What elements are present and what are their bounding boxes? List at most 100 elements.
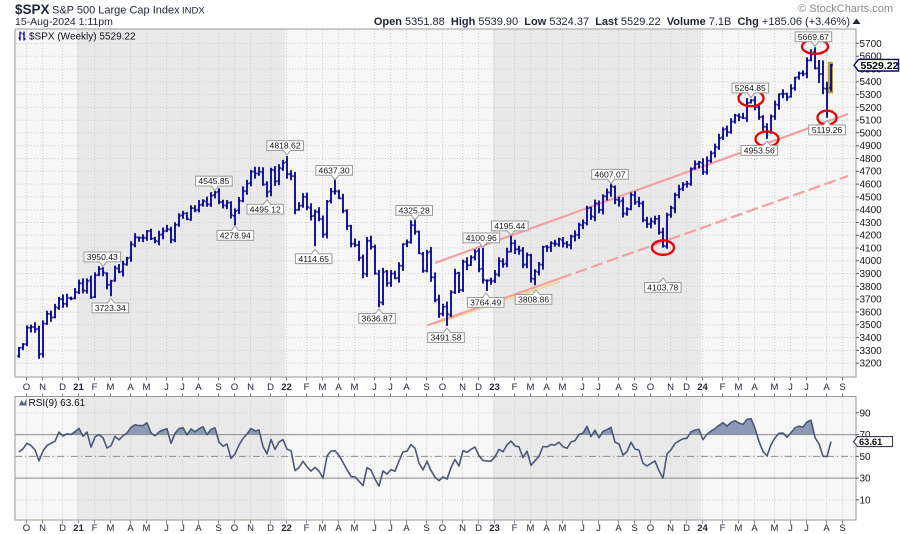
svg-text:4818.62: 4818.62 [270,141,301,151]
svg-text:5600: 5600 [860,52,883,63]
svg-text:23: 23 [489,382,500,393]
svg-text:30: 30 [860,474,872,485]
svg-text:4195.44: 4195.44 [494,221,525,231]
svg-text:O: O [231,382,238,393]
svg-text:4900: 4900 [860,141,883,152]
svg-text:70: 70 [860,430,872,441]
svg-text:M: M [735,523,743,534]
svg-text:A: A [403,382,410,393]
svg-text:5300: 5300 [860,90,883,101]
svg-text:J: J [788,523,793,534]
svg-text:J: J [372,523,377,534]
svg-text:3491.58: 3491.58 [430,333,461,343]
svg-text:J: J [596,382,601,393]
svg-text:3808.86: 3808.86 [518,295,549,305]
svg-text:F: F [512,382,518,393]
svg-text:A: A [195,523,202,534]
svg-text:4953.56: 4953.56 [744,146,775,156]
svg-text:F: F [92,382,98,393]
svg-text:3200: 3200 [860,359,883,370]
svg-text:A: A [615,523,622,534]
svg-text:S: S [423,382,429,393]
svg-text:J: J [788,382,793,393]
svg-text:F: F [92,523,98,534]
svg-text:3700: 3700 [860,295,883,306]
svg-text:M: M [351,382,359,393]
svg-text:3636.87: 3636.87 [362,314,393,324]
svg-text:O: O [23,382,30,393]
svg-text:N: N [39,523,46,534]
svg-text:15-Aug-2024 1:11pm: 15-Aug-2024 1:11pm [15,16,113,28]
svg-text:3900: 3900 [860,269,883,280]
svg-text:S: S [215,382,221,393]
svg-text:O: O [439,523,446,534]
svg-text:3723.34: 3723.34 [95,303,126,313]
svg-text:5529.22: 5529.22 [861,60,899,72]
svg-text:F: F [720,523,726,534]
svg-text:S: S [631,523,637,534]
svg-text:5200: 5200 [860,103,883,114]
svg-text:4500: 4500 [860,192,883,203]
svg-text:A: A [195,382,202,393]
svg-text:M: M [107,382,115,393]
svg-text:5100: 5100 [860,116,883,127]
svg-text:INDX: INDX [182,6,205,17]
svg-text:J: J [804,382,809,393]
svg-text:A: A [615,382,622,393]
svg-text:J: J [372,382,377,393]
svg-text:J: J [596,523,601,534]
svg-text:D: D [267,382,274,393]
svg-text:O: O [439,382,446,393]
svg-text:A: A [823,523,830,534]
svg-text:4700: 4700 [860,167,883,178]
svg-text:4300: 4300 [860,218,883,229]
svg-text:M: M [319,523,327,534]
svg-text:M: M [527,382,535,393]
svg-text:$SPX (Weekly) 5529.22: $SPX (Weekly) 5529.22 [29,32,136,43]
svg-text:M: M [143,523,151,534]
svg-text:© StockCharts.com: © StockCharts.com [798,3,893,15]
svg-text:A: A [335,523,342,534]
svg-text:D: D [475,523,482,534]
svg-text:N: N [39,382,46,393]
svg-text:D: D [59,523,66,534]
svg-text:5000: 5000 [860,128,883,139]
svg-text:5669.67: 5669.67 [798,32,829,42]
svg-text:$SPX: $SPX [15,2,50,17]
svg-text:22: 22 [281,523,292,534]
svg-text:F: F [512,523,518,534]
svg-text:3764.49: 3764.49 [470,298,501,308]
svg-text:21: 21 [73,523,84,534]
svg-text:5700: 5700 [860,39,883,50]
svg-text:4600: 4600 [860,180,883,191]
svg-text:3400: 3400 [860,333,883,344]
svg-text:4637.30: 4637.30 [319,166,350,176]
svg-text:O: O [23,523,30,534]
svg-text:S&P 500 Large Cap Index: S&P 500 Large Cap Index [52,5,180,17]
svg-text:N: N [459,523,466,534]
svg-text:4278.94: 4278.94 [220,231,251,241]
svg-text:S: S [631,382,637,393]
svg-text:M: M [735,382,743,393]
svg-text:4325.28: 4325.28 [399,206,430,216]
svg-text:4200: 4200 [860,231,883,242]
svg-text:S: S [423,523,429,534]
svg-text:Open 5351.88 High 5539.90 Lo: Open 5351.88 High 5539.90 Low 5324.37 La… [374,16,850,28]
svg-text:J: J [580,382,585,393]
svg-text:3800: 3800 [860,282,883,293]
svg-text:D: D [267,523,274,534]
svg-text:5119.26: 5119.26 [812,125,843,135]
svg-text:O: O [231,523,238,534]
svg-text:M: M [771,382,779,393]
svg-text:J: J [180,382,185,393]
svg-text:F: F [304,523,310,534]
svg-text:4000: 4000 [860,256,883,267]
svg-text:A: A [823,382,830,393]
svg-text:4114.65: 4114.65 [298,254,329,264]
svg-text:50: 50 [860,452,872,463]
svg-text:S: S [839,382,845,393]
svg-text:5400: 5400 [860,77,883,88]
svg-text:M: M [527,523,535,534]
svg-text:D: D [59,382,66,393]
svg-text:4607.07: 4607.07 [594,169,625,179]
